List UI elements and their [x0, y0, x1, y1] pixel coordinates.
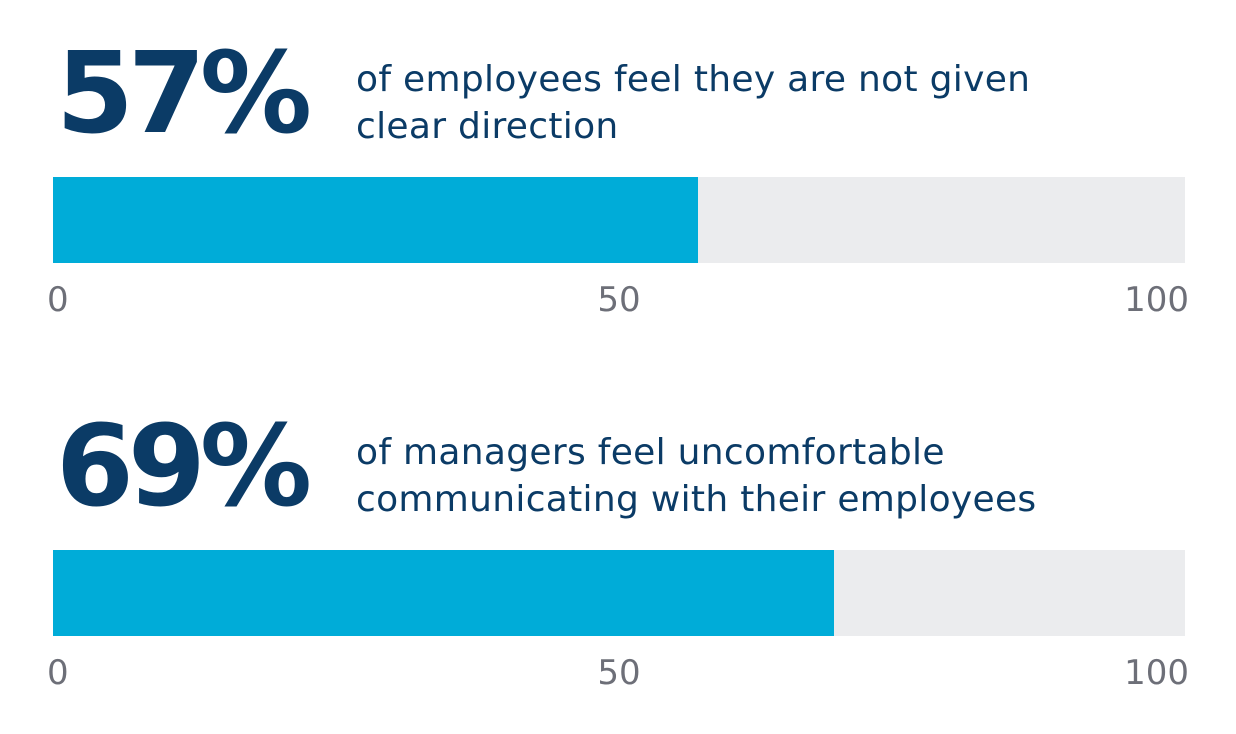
tick-label: 0 — [47, 280, 69, 320]
tick-label: 50 — [597, 280, 641, 320]
stat-caption: of managers feel uncomfortable communica… — [356, 429, 1216, 523]
stat-value: 69% — [56, 402, 312, 532]
stat-value: 57% — [56, 29, 312, 159]
caption-line: communicating with their employees — [356, 479, 1037, 520]
bar-track — [53, 177, 1185, 263]
caption-line: of employees feel they are not given — [356, 59, 1031, 100]
stat-caption: of employees feel they are not given cle… — [356, 56, 1216, 150]
bar-track — [53, 550, 1185, 636]
tick-label: 0 — [47, 653, 69, 693]
tick-label: 100 — [1124, 280, 1189, 320]
caption-line: clear direction — [356, 106, 619, 147]
caption-line: of managers feel uncomfortable — [356, 432, 945, 473]
stat-panel-managers: 69% of managers feel uncomfortable commu… — [0, 373, 1236, 703]
bar-fill — [53, 177, 699, 263]
tick-label: 100 — [1124, 653, 1189, 693]
stat-panel-employees: 57% of employees feel they are not given… — [0, 0, 1236, 330]
tick-label: 50 — [597, 653, 641, 693]
bar-fill — [53, 550, 835, 636]
